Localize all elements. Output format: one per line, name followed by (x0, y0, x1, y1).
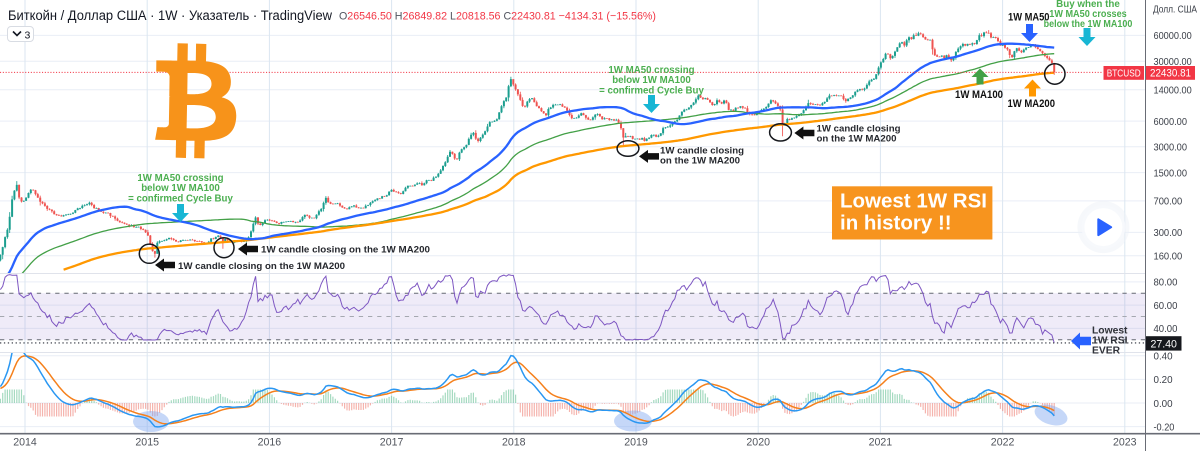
svg-text:700.00: 700.00 (1154, 197, 1183, 208)
svg-text:27.40: 27.40 (1150, 338, 1177, 350)
svg-text:0.00: 0.00 (1154, 399, 1174, 410)
svg-text:1W MA100: 1W MA100 (955, 89, 1003, 101)
svg-text:1500.00: 1500.00 (1154, 168, 1188, 179)
svg-text:30000.00: 30000.00 (1154, 57, 1193, 68)
svg-text:-0.20: -0.20 (1154, 422, 1175, 433)
svg-text:300.00: 300.00 (1154, 228, 1183, 239)
svg-text:22430.81: 22430.81 (1150, 68, 1191, 80)
svg-text:2018: 2018 (502, 437, 526, 449)
svg-text:2022: 2022 (991, 437, 1015, 449)
svg-text:2021: 2021 (869, 437, 893, 449)
svg-text:Долл. США: Долл. США (1153, 5, 1197, 16)
svg-text:2014: 2014 (13, 437, 37, 449)
svg-text:80.00: 80.00 (1154, 278, 1178, 289)
svg-text:2019: 2019 (624, 437, 648, 449)
svg-text:2020: 2020 (746, 437, 770, 449)
svg-text:60.00: 60.00 (1154, 301, 1178, 312)
svg-text:40.00: 40.00 (1154, 324, 1178, 335)
svg-text:14000.00: 14000.00 (1154, 86, 1193, 97)
svg-text:3: 3 (25, 30, 31, 42)
svg-text:6000.00: 6000.00 (1154, 117, 1188, 128)
svg-text:1W candle closing on the 1W MA: 1W candle closing on the 1W MA200 (178, 261, 345, 272)
svg-text:160.00: 160.00 (1154, 252, 1183, 263)
svg-text:2015: 2015 (135, 437, 159, 449)
svg-text:Биткойн / Доллар США · 1W · Ук: Биткойн / Доллар США · 1W · Указатель · … (8, 8, 333, 24)
svg-text:BTCUSD: BTCUSD (1107, 68, 1141, 79)
svg-text:0.20: 0.20 (1154, 375, 1174, 386)
svg-text:1W MA200: 1W MA200 (1008, 98, 1056, 110)
svg-text:2017: 2017 (380, 437, 404, 449)
svg-text:O26546.50 H26849.82 L20818.56: O26546.50 H26849.82 L20818.56 C22430.81 … (339, 11, 656, 23)
svg-text:2016: 2016 (258, 437, 282, 449)
svg-text:3000.00: 3000.00 (1154, 143, 1188, 154)
svg-text:1W MA50: 1W MA50 (1008, 12, 1050, 24)
svg-text:2023: 2023 (1113, 437, 1137, 449)
svg-text:60000.00: 60000.00 (1154, 31, 1193, 42)
svg-text:0.40: 0.40 (1154, 352, 1174, 363)
svg-text:1W candle closing on the 1W MA: 1W candle closing on the 1W MA200 (261, 245, 430, 256)
